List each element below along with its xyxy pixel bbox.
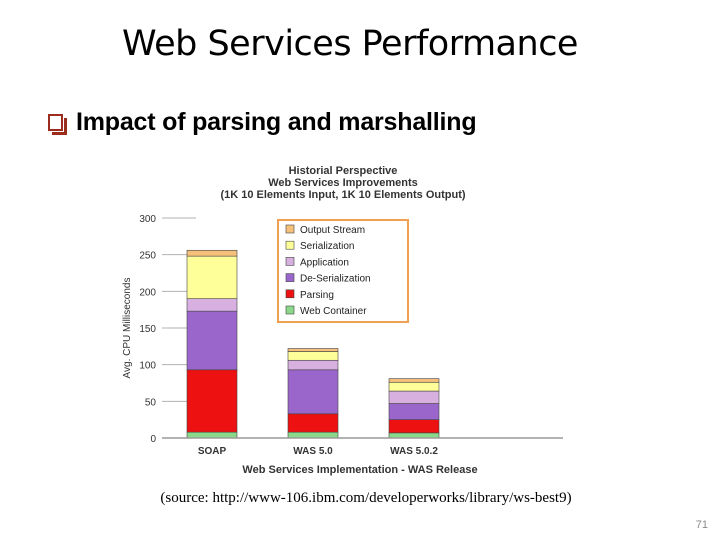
bar-segment [287, 359, 339, 371]
page-number: 71 [695, 519, 708, 531]
legend-swatch [285, 257, 295, 266]
legend-swatch [285, 305, 295, 315]
legend-label: Output Stream [300, 225, 365, 236]
y-tick-label: 100 [139, 361, 156, 372]
y-axis: 0 50 100 150 200 250 300 Avg. CPU Milliseconds [122, 214, 156, 445]
y-tick-label: 200 [139, 287, 156, 298]
legend-label: Web Container [300, 306, 367, 317]
legend-swatch [285, 240, 295, 250]
chart-bars [186, 249, 440, 439]
bar-segment [186, 255, 238, 299]
bar-segment [287, 413, 339, 433]
bar-segment [186, 369, 238, 433]
bar-segment [186, 249, 238, 257]
x-tick-label: WAS 5.0.2 [390, 446, 438, 457]
y-tick-label: 50 [145, 397, 157, 408]
bar-segment [388, 390, 440, 404]
x-axis-label: Web Services Implementation - WAS Releas… [242, 464, 477, 476]
legend-swatch [285, 289, 295, 299]
legend-box [277, 219, 409, 323]
bar-segment [388, 432, 440, 439]
bar-segment [287, 351, 339, 361]
source-citation: (source: http://www-106.ibm.com/develope… [160, 490, 572, 506]
legend-label: Parsing [300, 290, 334, 301]
chart-title-line: Historial Perspective [289, 165, 398, 177]
bar-segment [388, 403, 440, 420]
legend-label: De-Serialization [300, 274, 371, 285]
bar-segment [287, 348, 339, 352]
bar-segment [388, 378, 440, 383]
legend-label: Application [300, 257, 349, 268]
chart-title-line: Web Services Improvements [268, 177, 418, 189]
checkbox-bullet-icon [48, 114, 67, 135]
y-tick-label: 0 [150, 434, 156, 445]
y-tick-label: 300 [139, 214, 156, 225]
legend-swatch [285, 224, 295, 234]
y-tick-label: 150 [139, 324, 156, 335]
bullet-text: Impact of parsing and marshalling [76, 108, 477, 136]
bar-segment [186, 310, 238, 371]
bar-segment [287, 369, 339, 415]
legend-swatch [285, 273, 295, 282]
bar-segment [388, 419, 440, 434]
y-axis-label: Avg. CPU Milliseconds [122, 278, 133, 379]
bar-segment [186, 298, 238, 312]
bar-segment [388, 381, 440, 392]
slide-title: Web Services Performance [122, 24, 578, 64]
chart-legend: Output Stream Serialization Application De-… [277, 219, 409, 323]
x-axis: SOAP WAS 5.0 WAS 5.0.2 Web Services Impleme… [162, 437, 563, 476]
y-tick-label: 250 [139, 251, 156, 262]
x-tick-label: WAS 5.0 [293, 446, 333, 457]
x-tick-label: SOAP [198, 446, 227, 457]
legend-label: Serialization [300, 241, 354, 252]
bar-segment [186, 431, 238, 439]
chart-title-line: (1K 10 Elements Input, 1K 10 Elements Ou… [220, 189, 465, 201]
bar-segment [287, 431, 339, 439]
